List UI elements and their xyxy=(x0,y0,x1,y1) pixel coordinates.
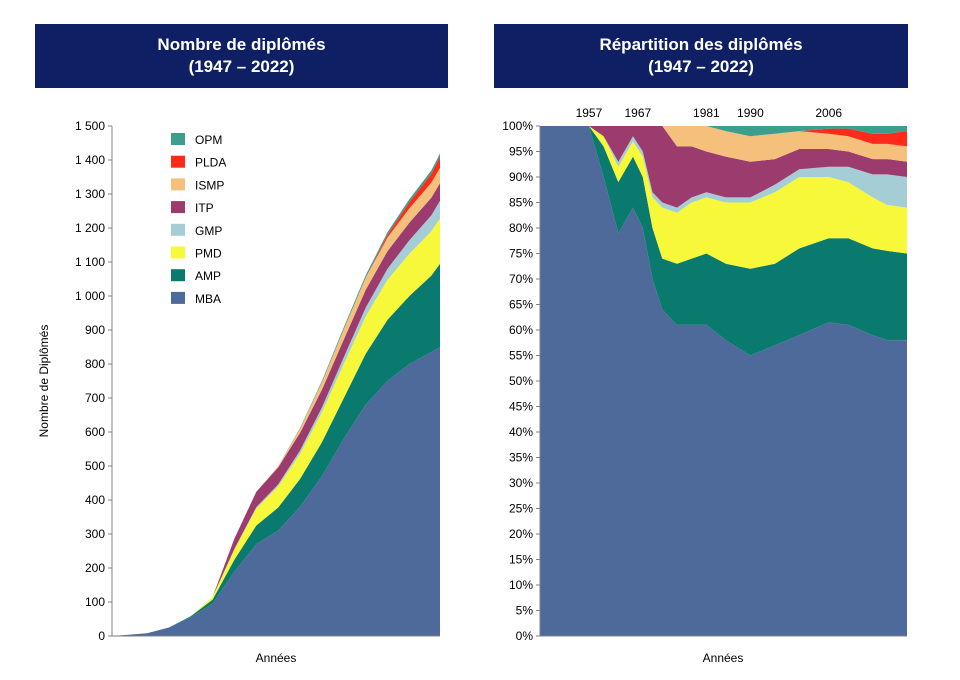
left-chart-y-tick-label: 500 xyxy=(85,459,105,473)
right-chart-series-gmp xyxy=(540,126,907,213)
left-chart-y-tick-label: 1 200 xyxy=(75,221,105,235)
legend-label-itp: ITP xyxy=(195,201,214,215)
right-chart-series-plda xyxy=(540,126,907,147)
right-chart-y-tick-label: 95% xyxy=(509,145,533,159)
legend-label-ismp: ISMP xyxy=(195,178,224,192)
right-chart-series-mba xyxy=(540,126,907,636)
left-chart-y-tick-label: 800 xyxy=(85,357,105,371)
legend-swatch-itp xyxy=(171,201,185,214)
left-chart-y-tick-label: 600 xyxy=(85,425,105,439)
right-chart-series-ismp xyxy=(540,126,907,162)
right-title-line2: (1947 – 2022) xyxy=(648,57,754,76)
right-chart-y-tick-label: 20% xyxy=(509,527,533,541)
right-chart-y-tick-label: 90% xyxy=(509,170,533,184)
legend-label-pmd: PMD xyxy=(195,247,222,261)
right-chart-series-itp xyxy=(540,126,907,208)
left-chart-series-ismp xyxy=(112,167,440,637)
left-chart-y-tick-label: 300 xyxy=(85,527,105,541)
left-title-line1: Nombre de diplômés xyxy=(157,35,326,54)
right-chart-y-tick-label: 55% xyxy=(509,349,533,363)
right-chart-y-tick-label: 85% xyxy=(509,196,533,210)
legend-label-amp: AMP xyxy=(195,269,221,283)
legend-swatch-gmp xyxy=(171,223,185,236)
right-chart-series-opm xyxy=(540,126,907,137)
right-chart-y-tick-label: 70% xyxy=(509,272,533,286)
year-annotation-2006: 2006 xyxy=(815,106,842,120)
right-chart-y-tick-label: 50% xyxy=(509,374,533,388)
left-chart-y-tick-label: 700 xyxy=(85,391,105,405)
left-chart-y-tick-label: 1 400 xyxy=(75,153,105,167)
right-chart-y-tick-label: 75% xyxy=(509,247,533,261)
left-chart-y-tick-label: 1 500 xyxy=(75,119,105,133)
right-chart-y-tick-label: 0% xyxy=(516,629,534,643)
left-chart-y-tick-label: 1 300 xyxy=(75,187,105,201)
left-chart-y-tick-label: 200 xyxy=(85,561,105,575)
right-chart-y-tick-label: 30% xyxy=(509,476,533,490)
right-chart-y-tick-label: 45% xyxy=(509,400,533,414)
left-chart-series-pmd xyxy=(112,218,440,636)
year-annotation-1981: 1981 xyxy=(693,106,720,120)
right-chart-y-tick-label: 65% xyxy=(509,298,533,312)
right-chart-title: Répartition des diplômés (1947 – 2022) xyxy=(494,24,908,88)
right-chart-x-axis-label: Années xyxy=(703,651,744,665)
legend-label-opm: OPM xyxy=(195,133,222,147)
right-chart-y-tick-label: 15% xyxy=(509,553,533,567)
legend-label-plda: PLDA xyxy=(195,156,226,170)
left-chart-y-axis-label: Nombre de Diplômés xyxy=(37,325,51,438)
right-chart-series-amp xyxy=(540,126,907,356)
left-chart-title: Nombre de diplômés (1947 – 2022) xyxy=(35,24,448,88)
left-chart-y-tick-label: 400 xyxy=(85,493,105,507)
legend-swatch-opm xyxy=(171,133,185,145)
left-chart-series-gmp xyxy=(112,200,440,637)
legend-label-gmp: GMP xyxy=(195,224,222,238)
legend-swatch-ismp xyxy=(171,178,185,191)
left-chart-x-axis-label: Années xyxy=(256,651,297,665)
right-chart-y-tick-label: 35% xyxy=(509,451,533,465)
left-chart-y-tick-label: 900 xyxy=(85,323,105,337)
legend-swatch-pmd xyxy=(171,246,185,259)
right-chart-y-tick-label: 10% xyxy=(509,578,533,592)
left-chart-y-tick-label: 0 xyxy=(98,629,105,643)
legend-swatch-plda xyxy=(171,155,185,168)
legend-swatch-mba xyxy=(171,291,185,304)
right-chart-y-tick-label: 5% xyxy=(516,604,534,618)
legend-label-mba: MBA xyxy=(195,292,221,306)
left-chart-y-tick-label: 1 000 xyxy=(75,289,105,303)
left-chart-y-tick-label: 1 100 xyxy=(75,255,105,269)
right-chart-y-tick-label: 25% xyxy=(509,502,533,516)
right-chart-y-tick-label: 80% xyxy=(509,221,533,235)
right-title-line1: Répartition des diplômés xyxy=(599,35,803,54)
left-chart-y-tick-label: 100 xyxy=(85,595,105,609)
right-chart-series-pmd xyxy=(540,126,907,269)
left-chart-series-itp xyxy=(112,183,440,636)
right-chart-y-tick-label: 100% xyxy=(502,119,533,133)
legend-swatch-amp xyxy=(171,269,185,282)
left-chart-series-amp xyxy=(112,263,440,636)
left-title-line2: (1947 – 2022) xyxy=(188,57,295,76)
year-annotation-1967: 1967 xyxy=(625,106,652,120)
right-chart-y-tick-label: 40% xyxy=(509,425,533,439)
left-chart-series-mba xyxy=(112,347,440,636)
year-annotation-1957: 1957 xyxy=(576,106,603,120)
year-annotation-1990: 1990 xyxy=(737,106,764,120)
right-chart-y-tick-label: 60% xyxy=(509,323,533,337)
